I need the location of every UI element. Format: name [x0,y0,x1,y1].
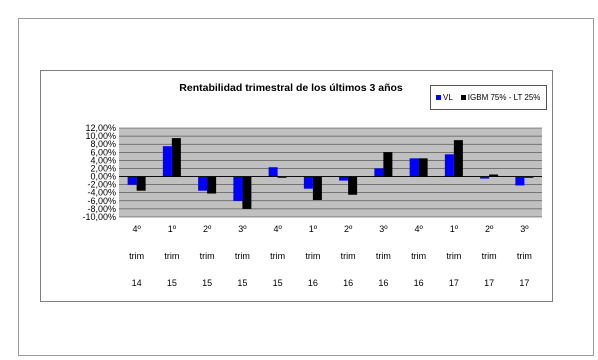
x-category-label: 16 [414,278,424,288]
x-category-label: 17 [484,278,494,288]
x-category-label: trim [517,251,532,261]
x-category-label: 15 [167,278,177,288]
bar-vl [444,154,454,177]
x-category-label: 16 [343,278,353,288]
y-tick-label: -8,00% [87,204,116,214]
x-category-label: 14 [132,278,142,288]
legend-label-igbm: IGBM 75% - LT 25% [467,93,541,102]
x-category-label: 17 [449,278,459,288]
x-category-label: 16 [378,278,388,288]
legend-label-vl: VL [443,93,453,102]
y-tick-label: 6,00% [90,147,116,157]
bar-vl [339,176,349,181]
x-category-label: 2º [203,224,212,234]
y-tick-label: -10,00% [82,212,116,222]
bar-igbm [312,176,322,201]
y-tick-label: 0,00% [90,172,116,182]
x-category-label: trim [446,251,461,261]
x-category-label: 16 [308,278,318,288]
bars [127,138,534,209]
y-tick-label: -2,00% [87,180,116,190]
x-category-label: trim [164,251,179,261]
x-category-label: trim [376,251,391,261]
x-category-label: trim [129,251,144,261]
bar-chart: Rentabilidad trimestral de los últimos 3… [82,82,542,288]
x-category-label: trim [482,251,497,261]
y-tick-label: 2,00% [90,163,116,173]
bar-vl [268,167,278,177]
bar-igbm [418,158,428,177]
x-axis-categories: 4º trim 14 1º trim 15 2º trim 15 3º trim 15 4º trim 15… [129,224,532,288]
bar-vl [303,176,313,189]
legend: VL IGBM 75% - LT 25% [430,85,547,110]
y-axis-ticks: 12,00%10,00%8,00%6,00%4,00%2,00%0,00%-2,… [82,123,116,222]
plot-area [119,128,542,217]
x-category-label: 4º [132,224,141,234]
bar-igbm [277,176,287,178]
x-category-label: trim [305,251,320,261]
x-category-label: trim [200,251,215,261]
x-category-label: trim [235,251,250,261]
bar-vl [127,176,137,185]
x-category-label: 15 [273,278,283,288]
bar-vl [374,168,384,177]
legend-swatch-igbm [460,95,466,100]
bar-igbm [242,176,252,209]
legend-item-vl: VL [436,93,453,102]
bar-igbm [489,174,499,177]
x-category-label: 2º [344,224,353,234]
chart-title: Rentabilidad trimestral de los últimos 3… [179,82,403,94]
x-category-label: 4º [414,224,423,234]
bar-vl [480,176,490,179]
x-category-label: 3º [520,224,529,234]
bar-vl [409,158,419,177]
x-category-label: 3º [238,224,247,234]
x-category-label: 1º [309,224,318,234]
bar-igbm [136,176,146,191]
bar-igbm [383,152,393,177]
x-category-label: 4º [273,224,282,234]
gridlines [119,127,542,218]
y-tick-label: -6,00% [87,196,116,206]
x-category-label: 3º [379,224,388,234]
bar-igbm [348,176,358,195]
x-category-label: 17 [519,278,529,288]
x-category-label: trim [411,251,426,261]
y-tick-label: -4,00% [87,188,116,198]
x-category-label: 1º [450,224,459,234]
bar-vl [162,146,172,177]
x-category-label: 1º [168,224,177,234]
x-category-label: 15 [202,278,212,288]
bar-igbm [453,140,463,177]
bar-igbm [171,138,181,177]
x-category-label: trim [341,251,356,261]
bar-vl [233,176,243,201]
legend-swatch-vl [436,95,441,100]
legend-item-igbm: IGBM 75% - LT 25% [460,93,541,102]
y-tick-label: 10,00% [85,131,116,141]
bar-vl [515,176,525,186]
bar-igbm [207,176,217,194]
y-tick-label: 8,00% [90,139,116,149]
chart-area: Rentabilidad trimestral de los últimos 3… [40,70,553,302]
y-tick-label: 12,00% [85,123,116,133]
y-tick-label: 4,00% [90,155,116,165]
x-category-label: 15 [237,278,247,288]
bar-igbm [524,176,534,178]
x-category-label: trim [270,251,285,261]
bar-vl [198,176,208,191]
x-category-label: 2º [485,224,494,234]
